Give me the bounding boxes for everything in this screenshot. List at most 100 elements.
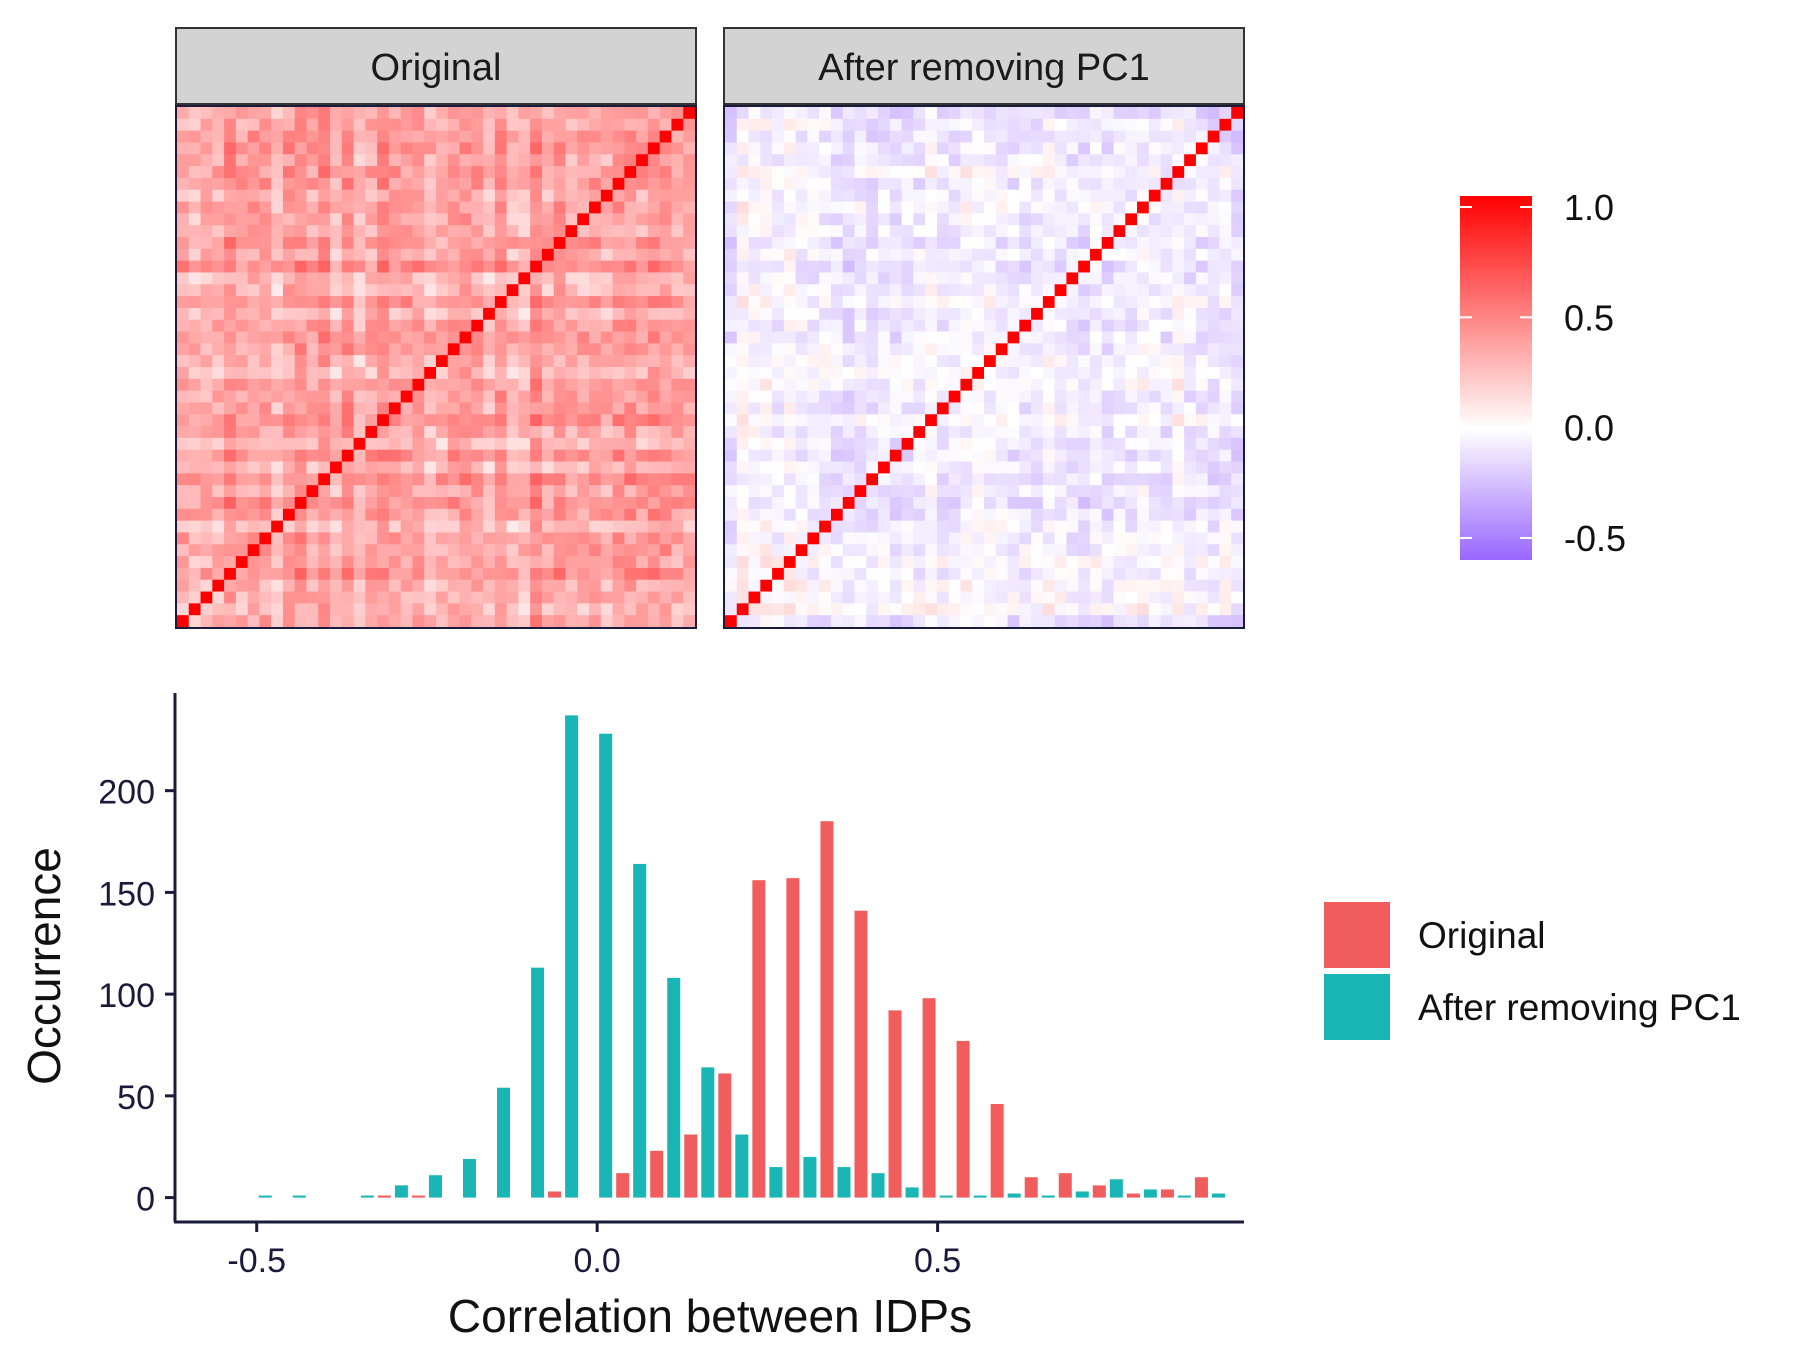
heatmap-cell: [447, 272, 461, 285]
heatmap-cell: [1019, 107, 1032, 120]
heatmap-cell: [1007, 390, 1020, 404]
heatmap-cell: [259, 248, 272, 262]
heatmap-cell: [318, 378, 331, 392]
heatmap-cell: [1184, 508, 1197, 522]
heatmap-cell: [294, 497, 308, 510]
legend-swatch-original: [1324, 902, 1390, 968]
heatmap-cell: [1019, 603, 1032, 616]
heatmap-cell: [1148, 142, 1162, 155]
heatmap-cell: [624, 260, 637, 274]
heatmap-cell: [889, 272, 903, 285]
heatmap-cell: [1172, 497, 1185, 510]
heatmap-cell: [795, 272, 809, 285]
heatmap-cell: [365, 532, 378, 545]
heatmap-cell: [247, 154, 261, 167]
heatmap-cell: [783, 437, 797, 451]
heatmap-cell: [1007, 615, 1020, 628]
heatmap-cell: [913, 107, 926, 120]
heatmap-cell: [624, 177, 637, 191]
heatmap-cell: [353, 177, 366, 191]
heatmap-cell: [471, 142, 484, 155]
heatmap-cell: [306, 579, 319, 593]
heatmap-cell: [318, 390, 331, 404]
heatmap-cell: [459, 319, 472, 333]
heatmap-cell: [1054, 508, 1068, 522]
heatmap-cell: [736, 166, 750, 179]
heatmap-cell: [530, 201, 543, 214]
heatmap-cell: [795, 343, 809, 356]
heatmap-cell: [388, 437, 402, 451]
heatmap-cell: [725, 296, 738, 309]
heatmap-cell: [541, 567, 555, 581]
heatmap-cell: [995, 532, 1009, 545]
heatmap-cell: [600, 520, 614, 534]
heatmap-cell: [330, 615, 343, 628]
heatmap-cell: [972, 603, 985, 616]
heatmap-cell: [772, 154, 785, 167]
heatmap-cell: [889, 118, 903, 132]
heatmap-cell: [530, 532, 543, 545]
heatmap-cell: [925, 579, 938, 593]
heatmap-cell: [972, 130, 985, 144]
heatmap-cell: [1231, 390, 1244, 404]
heatmap-cell: [984, 248, 997, 262]
heatmap-cell: [760, 378, 773, 392]
heatmap-cell: [736, 177, 750, 191]
heatmap-cell: [1160, 343, 1173, 356]
heatmap-cell: [671, 177, 684, 191]
heatmap-cell: [866, 237, 879, 250]
heatmap-cell: [506, 319, 520, 333]
heatmap-cell: [1113, 237, 1126, 250]
heatmap-cell: [1007, 556, 1020, 569]
heatmap-cell: [1137, 579, 1150, 593]
heatmap-cell: [925, 544, 938, 557]
heatmap-cell: [1125, 166, 1138, 179]
heatmap-cell: [259, 177, 272, 191]
heatmap-cell: [471, 508, 484, 522]
heatmap-cell: [447, 556, 461, 569]
heatmap-cell: [1031, 166, 1044, 179]
heatmap-cell: [783, 556, 797, 569]
heatmap-cell: [247, 532, 261, 545]
heatmap-cell: [271, 237, 284, 250]
heatmap-cell: [200, 544, 213, 557]
heatmap-cell: [960, 272, 973, 285]
heatmap-cell: [553, 307, 567, 321]
heatmap-cell: [612, 189, 625, 203]
heatmap-cell: [259, 414, 272, 427]
heatmap-cell: [553, 402, 567, 415]
heatmap-cell: [600, 378, 614, 392]
heatmap-cell: [436, 225, 449, 238]
heatmap-cell: [388, 201, 402, 214]
heatmap-cell: [760, 449, 773, 463]
heatmap-cell: [748, 473, 761, 486]
heatmap-cell: [235, 248, 249, 262]
heatmap-cell: [412, 615, 425, 628]
heatmap-cell: [565, 508, 578, 522]
heatmap-cell: [1231, 107, 1244, 120]
heatmap-cell: [1219, 237, 1232, 250]
heatmap-cell: [866, 355, 879, 368]
heatmap-cell: [388, 213, 402, 226]
heatmap-cell: [600, 331, 614, 344]
heatmap-cell: [612, 544, 625, 557]
heatmap-cell: [177, 201, 190, 214]
heatmap-cell: [671, 615, 684, 628]
heatmap-cell: [913, 213, 926, 226]
heatmap-cell: [577, 331, 590, 344]
heatmap-cell: [783, 544, 797, 557]
heatmap-cell: [412, 520, 425, 534]
heatmap-cell: [1101, 390, 1115, 404]
y-tick-label: 50: [117, 1079, 155, 1117]
heatmap-cell: [259, 260, 272, 274]
heatmap-cell: [212, 520, 225, 534]
heatmap-cell: [306, 296, 319, 309]
heatmap-cell: [1042, 154, 1056, 167]
heatmap-cell: [854, 201, 867, 214]
heatmap-cell: [807, 272, 820, 285]
bar-after-removing-pc1: [871, 1173, 885, 1198]
heatmap-cell: [1195, 201, 1209, 214]
heatmap-cell: [889, 603, 903, 616]
heatmap-cell: [1231, 485, 1244, 498]
heatmap-cell: [235, 118, 249, 132]
